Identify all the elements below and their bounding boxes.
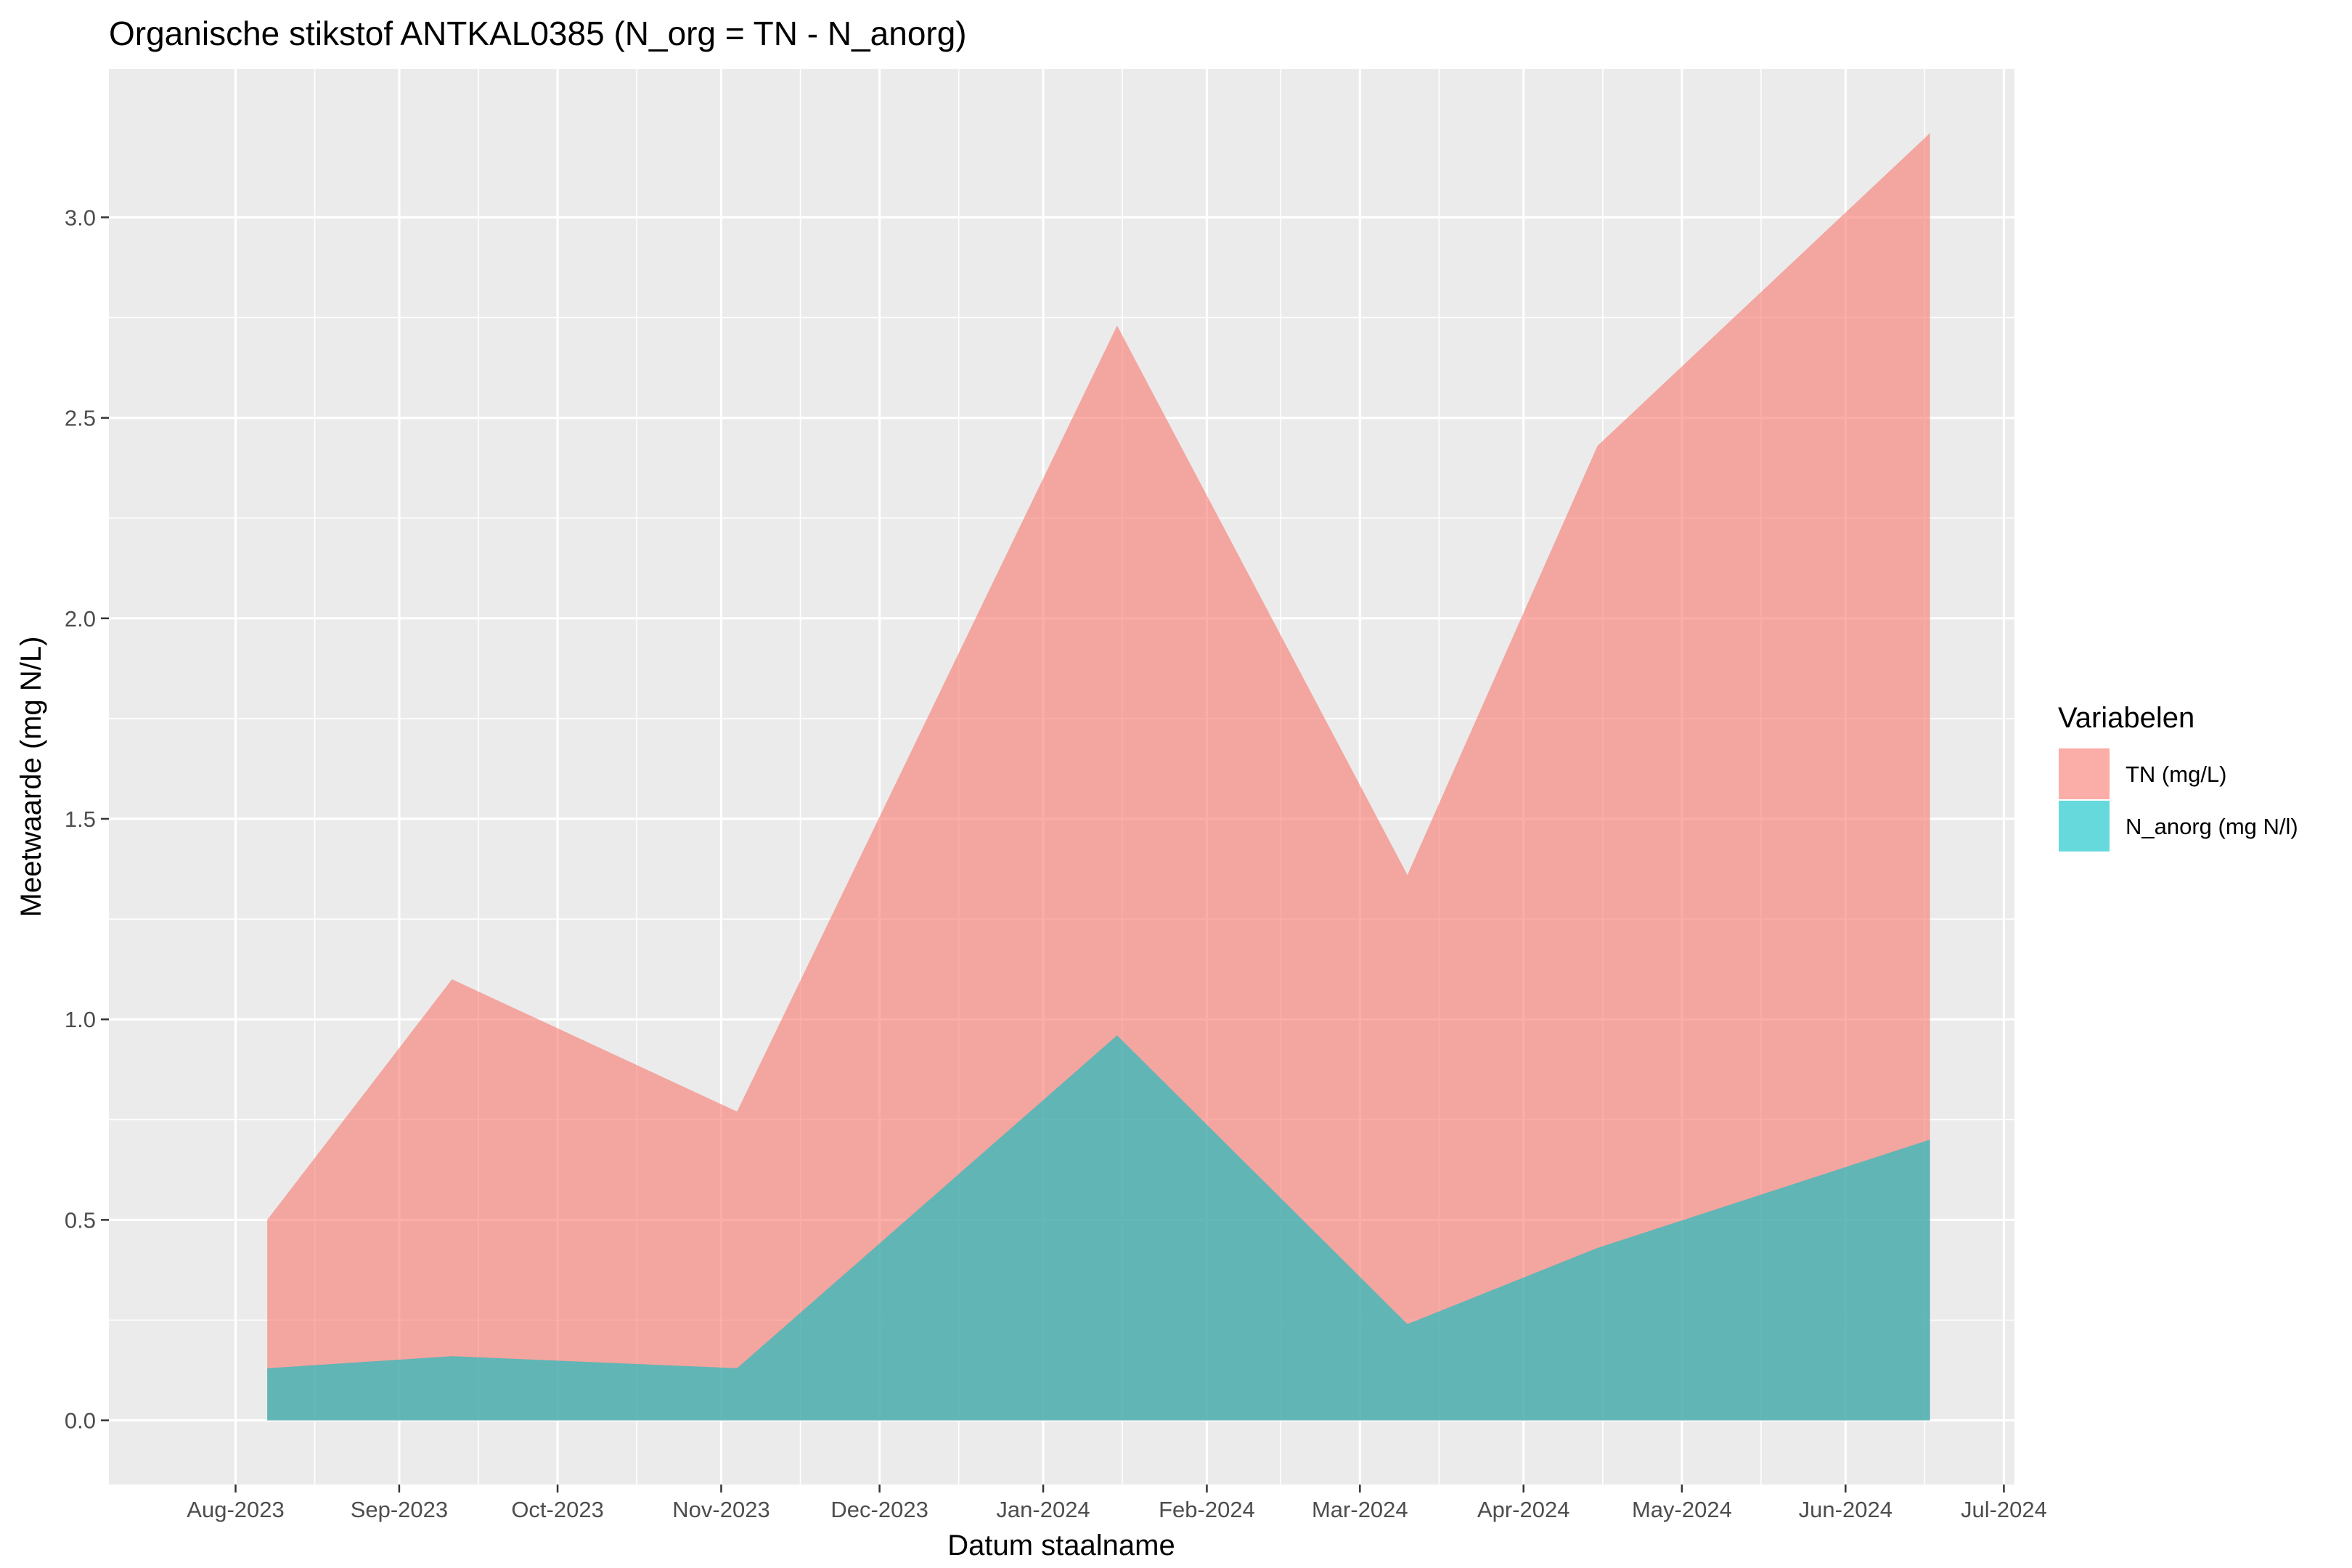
area-n-anorg [267, 1035, 1930, 1421]
y-tick-label: 1.0 [65, 1007, 96, 1032]
legend-label-tn: TN (mg/L) [2126, 761, 2227, 787]
y-axis-title: Meetwaarde (mg N/L) [15, 637, 47, 918]
legend-key-n-anorg [2057, 799, 2111, 853]
x-tick-label: Nov-2023 [672, 1497, 769, 1522]
area-series [267, 133, 1930, 1421]
x-axis: Aug-2023 Sep-2023 Oct-2023 Nov-2023 Dec-2023… [187, 1485, 2047, 1522]
legend-title: Variabelen [2058, 702, 2194, 734]
x-tick-label: May-2024 [1632, 1497, 1732, 1522]
x-tick-label: Feb-2024 [1159, 1497, 1255, 1522]
x-tick-label: Aug-2023 [187, 1497, 284, 1522]
y-tick-label: 2.0 [65, 606, 96, 632]
x-tick-label: Dec-2023 [830, 1497, 928, 1522]
x-tick-label: Apr-2024 [1477, 1497, 1570, 1522]
y-tick-label: 1.5 [65, 807, 96, 832]
y-axis: 0.0 0.5 1.0 1.5 2.0 2.5 3.0 [65, 205, 109, 1434]
y-tick-label: 0.0 [65, 1408, 96, 1434]
legend-label-n-anorg: N_anorg (mg N/l) [2126, 814, 2298, 839]
y-tick-label: 3.0 [65, 205, 96, 230]
x-tick-label: Oct-2023 [511, 1497, 604, 1522]
area-tn [267, 133, 1930, 1421]
legend: Variabelen TN (mg/L) N_anorg (mg N/l) [2057, 702, 2298, 853]
x-tick-label: Jan-2024 [996, 1497, 1090, 1522]
x-tick-label: Sep-2023 [351, 1497, 448, 1522]
chart-title: Organische stikstof ANTKAL0385 (N_org = … [109, 15, 967, 52]
x-tick-label: Mar-2024 [1312, 1497, 1408, 1522]
y-tick-label: 0.5 [65, 1207, 96, 1233]
x-tick-label: Jun-2024 [1799, 1497, 1892, 1522]
legend-key-tn [2057, 747, 2111, 801]
x-axis-title: Datum staalname [947, 1530, 1175, 1561]
y-tick-label: 2.5 [65, 406, 96, 431]
x-tick-label: Jul-2024 [1961, 1497, 2047, 1522]
